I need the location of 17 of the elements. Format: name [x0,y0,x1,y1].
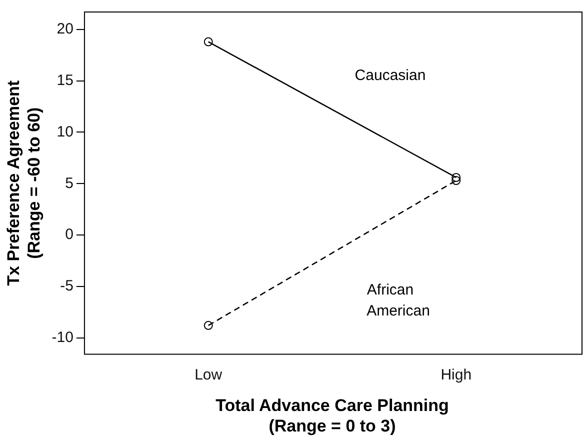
point [452,176,461,186]
point [204,37,213,46]
text: Caucasian [354,66,426,84]
point [204,320,213,330]
x-axis-title: Total Advance Care Planning (Range = 0 to 3) [216,396,449,436]
y-axis-title: Tx Preference Agreement (Range = -60 to 60) [4,80,44,286]
x-tick-label: Low [194,366,222,384]
y-tick-label: 20 [56,20,74,38]
y-tick-label: -10 [52,328,74,346]
y-tick-label: 15 [56,72,74,89]
point [452,172,461,182]
text: African American [366,282,430,320]
y-tick-label: 10 [56,123,74,140]
x-tick-label: High [440,366,472,384]
y-tick-label: -5 [60,278,74,295]
y-tick-label: 5 [65,174,74,192]
y-tick-label: 0 [65,226,74,244]
